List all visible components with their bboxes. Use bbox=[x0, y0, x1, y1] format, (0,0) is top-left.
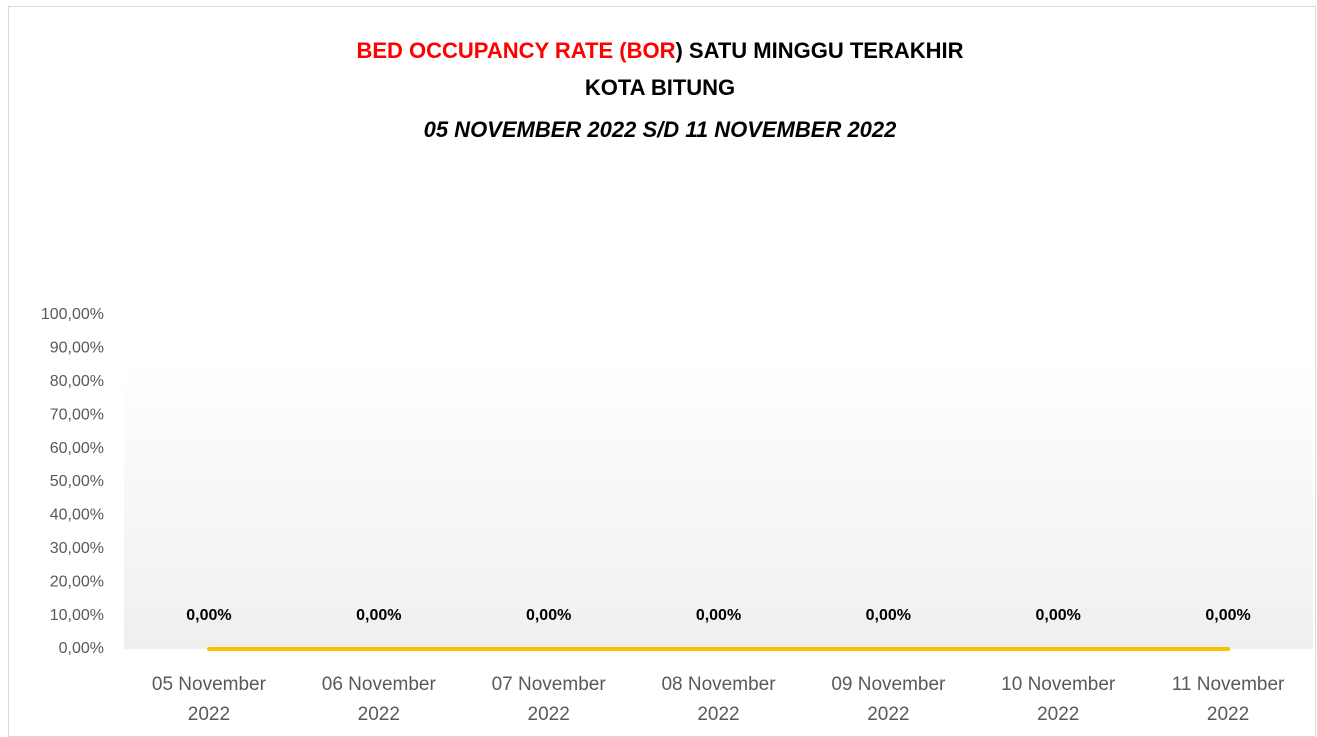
y-tick-label: 60,00% bbox=[50, 440, 104, 457]
y-tick-label: 90,00% bbox=[50, 340, 104, 357]
chart-subtitle: KOTA BITUNG bbox=[585, 75, 735, 100]
y-tick-label: 70,00% bbox=[50, 406, 104, 423]
title-rest: ) SATU MINGGU TERAKHIR bbox=[675, 38, 963, 63]
chart-period: 05 NOVEMBER 2022 S/D 11 NOVEMBER 2022 bbox=[424, 117, 898, 142]
x-tick-label: 10 November 2022 bbox=[1001, 674, 1116, 725]
y-tick-label: 80,00% bbox=[50, 373, 104, 390]
data-label: 0,00% bbox=[356, 607, 401, 624]
x-tick-label: 05 November 2022 bbox=[151, 674, 266, 725]
y-tick-label: 0,00% bbox=[59, 640, 104, 657]
plot-background bbox=[124, 360, 1313, 649]
data-label: 0,00% bbox=[1205, 607, 1250, 624]
y-tick-label: 10,00% bbox=[50, 607, 104, 624]
data-label: 0,00% bbox=[526, 607, 571, 624]
x-tick-label: 07 November 2022 bbox=[491, 674, 606, 725]
y-tick-label: 50,00% bbox=[50, 473, 104, 490]
data-label: 0,00% bbox=[186, 607, 231, 624]
data-label: 0,00% bbox=[1036, 607, 1081, 624]
chart-title: BED OCCUPANCY RATE (BOR) SATU MINGGU TER… bbox=[356, 38, 963, 63]
y-tick-label: 20,00% bbox=[50, 573, 104, 590]
x-tick-label: 08 November 2022 bbox=[661, 674, 776, 725]
y-tick-label: 100,00% bbox=[41, 306, 104, 323]
x-tick-label: 06 November 2022 bbox=[321, 674, 436, 725]
data-label: 0,00% bbox=[866, 607, 911, 624]
y-tick-label: 40,00% bbox=[50, 507, 104, 524]
title-highlight: BED OCCUPANCY RATE (BOR bbox=[356, 38, 675, 63]
data-label: 0,00% bbox=[696, 607, 741, 624]
y-tick-label: 30,00% bbox=[50, 540, 104, 557]
x-tick-label: 11 November 2022 bbox=[1171, 674, 1285, 725]
x-tick-label: 09 November 2022 bbox=[831, 674, 946, 725]
